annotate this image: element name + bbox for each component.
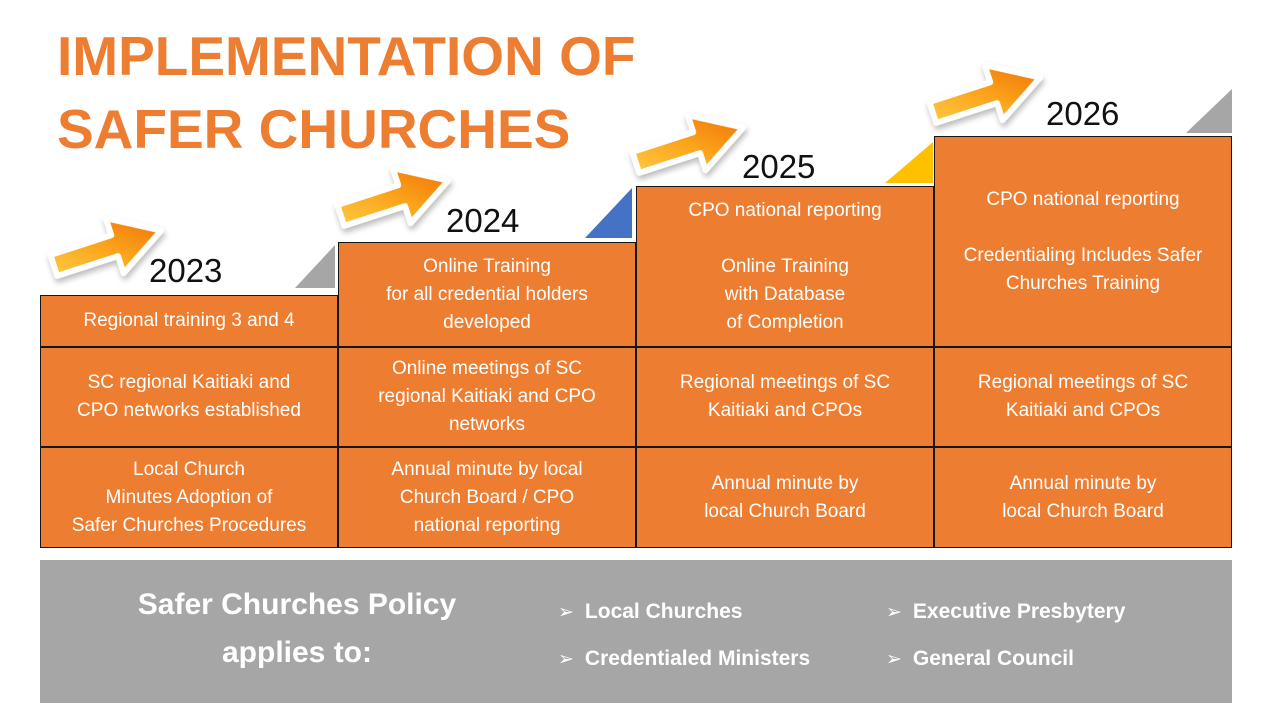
timeline-cell-2023-3: Local Church Minutes Adoption of Safer C… [40,447,338,548]
footer-item-credentialed-ministers: ➢ Credentialed Ministers [558,647,810,671]
timeline-cell-2025-2: Regional meetings of SC Kaitiaki and CPO… [636,347,934,447]
timeline-cell-2026-2: Regional meetings of SC Kaitiaki and CPO… [934,347,1232,447]
footer-item-label: Local Churches [584,600,743,623]
footer-item-general-council: ➢ General Council [886,647,1074,671]
year-label-2024: 2024 [446,202,520,239]
year-label-2023: 2023 [149,252,223,289]
up-right-arrow-icon [334,165,452,229]
year-label-2025: 2025 [742,148,816,185]
footer-item-local-churches: ➢ Local Churches [558,600,742,624]
timeline-cell-2026-1: CPO national reporting Credentialing Inc… [934,136,1232,347]
arrow-bullet-icon: ➢ [558,649,574,670]
corner-triangle-2026 [1186,89,1232,133]
page-title: IMPLEMENTATION OF SAFER CHURCHES [57,20,635,166]
corner-triangle-2023 [295,245,335,288]
arrow-bullet-icon: ➢ [886,649,902,670]
timeline-cell-2026-3: Annual minute by local Church Board [934,447,1232,548]
timeline-cell-2025-3: Annual minute by local Church Board [636,447,934,548]
corner-triangle-2025 [885,142,933,183]
footer-heading: Safer Churches Policy applies to: [137,588,457,669]
corner-triangle-2024 [585,188,632,238]
up-right-arrow-icon [47,215,165,279]
footer-item-label: Credentialed Ministers [584,647,811,670]
year-label-2026: 2026 [1046,95,1120,132]
footer-bar: Safer Churches Policy applies to: ➢ Loca… [40,560,1232,703]
title-line-1: IMPLEMENTATION OF [57,25,636,87]
timeline-cell-2023-1: Regional training 3 and 4 [40,295,338,347]
arrow-bullet-icon: ➢ [558,602,574,623]
timeline-cell-2025-1: CPO national reporting Online Training w… [636,186,934,347]
timeline-cell-2024-1: Online Training for all credential holde… [338,242,636,347]
timeline-cell-2023-2: SC regional Kaitiaki and CPO networks es… [40,347,338,447]
timeline-cell-2024-3: Annual minute by local Church Board / CP… [338,447,636,548]
timeline-cell-2024-2: Online meetings of SC regional Kaitiaki … [338,347,636,447]
up-right-arrow-icon [629,112,747,176]
title-line-2: SAFER CHURCHES [57,98,571,160]
footer-item-label: Executive Presbytery [912,600,1126,623]
arrow-bullet-icon: ➢ [886,602,902,623]
footer-item-label: General Council [912,647,1074,670]
up-right-arrow-icon [926,62,1044,126]
footer-item-executive-presbytery: ➢ Executive Presbytery [886,600,1125,624]
